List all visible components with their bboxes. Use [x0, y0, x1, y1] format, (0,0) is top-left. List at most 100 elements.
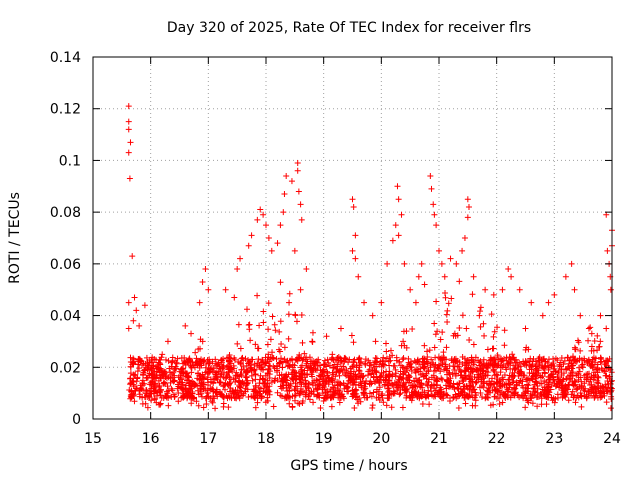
- data-point: [308, 371, 315, 378]
- data-point: [129, 253, 136, 260]
- data-point: [280, 209, 287, 216]
- data-point: [297, 374, 304, 381]
- data-point: [477, 304, 484, 311]
- data-point: [308, 388, 315, 395]
- data-point: [316, 382, 323, 389]
- data-point: [603, 372, 610, 379]
- data-point: [455, 404, 462, 411]
- data-point: [480, 320, 487, 327]
- data-point: [547, 379, 554, 386]
- data-point: [402, 383, 409, 390]
- data-point: [550, 360, 557, 367]
- data-point: [383, 355, 390, 362]
- data-point: [461, 368, 468, 375]
- data-point: [569, 362, 576, 369]
- data-point: [558, 371, 565, 378]
- data-point: [134, 368, 141, 375]
- data-point: [368, 393, 375, 400]
- data-point: [196, 376, 203, 383]
- data-point: [499, 382, 506, 389]
- data-point: [372, 369, 379, 376]
- data-point: [254, 292, 261, 299]
- data-point: [596, 343, 603, 350]
- data-point: [484, 387, 491, 394]
- data-point: [174, 355, 181, 362]
- data-point: [430, 393, 437, 400]
- data-point: [464, 196, 471, 203]
- data-point: [202, 266, 209, 273]
- data-point: [598, 365, 605, 372]
- data-point: [288, 178, 295, 185]
- data-point: [297, 201, 304, 208]
- data-point: [170, 378, 177, 385]
- data-point: [434, 328, 441, 335]
- data-point: [193, 398, 200, 405]
- data-point: [254, 345, 261, 352]
- data-point: [299, 339, 306, 346]
- data-point: [225, 382, 232, 389]
- data-point: [494, 388, 501, 395]
- data-point: [569, 388, 576, 395]
- data-point: [127, 395, 134, 402]
- data-point: [165, 402, 172, 409]
- data-point: [456, 324, 463, 331]
- data-point: [570, 353, 577, 360]
- data-point: [393, 357, 400, 364]
- data-point: [134, 361, 141, 368]
- data-point: [260, 308, 267, 315]
- data-point: [419, 355, 426, 362]
- data-point: [398, 211, 405, 218]
- data-point: [264, 341, 271, 348]
- data-point: [148, 390, 155, 397]
- data-point: [324, 356, 331, 363]
- data-point: [297, 388, 304, 395]
- data-point: [577, 347, 584, 354]
- data-point: [172, 363, 179, 370]
- data-point: [291, 397, 298, 404]
- data-point: [397, 362, 404, 369]
- data-point: [441, 366, 448, 373]
- data-point: [380, 354, 387, 361]
- data-point: [412, 299, 419, 306]
- data-point: [330, 388, 337, 395]
- data-point: [328, 403, 335, 410]
- data-point: [356, 367, 363, 374]
- data-point: [508, 273, 515, 280]
- data-point: [265, 351, 272, 358]
- data-point: [449, 371, 456, 378]
- data-point: [296, 400, 303, 407]
- data-point: [314, 385, 321, 392]
- data-point: [451, 366, 458, 373]
- y-tick-label: 0.12: [50, 102, 81, 118]
- data-point: [342, 356, 349, 363]
- data-point: [257, 206, 264, 213]
- data-point: [237, 345, 244, 352]
- data-point: [595, 385, 602, 392]
- data-point: [539, 312, 546, 319]
- data-point: [424, 348, 431, 355]
- data-point: [521, 361, 528, 368]
- data-point: [423, 381, 430, 388]
- data-point: [387, 347, 394, 354]
- data-point: [243, 374, 250, 381]
- data-point: [419, 401, 426, 408]
- data-point: [491, 328, 498, 335]
- x-axis-title: GPS time / hours: [290, 458, 407, 474]
- data-point: [453, 358, 460, 365]
- data-point: [383, 340, 390, 347]
- data-point: [443, 311, 450, 318]
- data-point: [158, 354, 165, 361]
- data-point: [334, 382, 341, 389]
- data-point: [526, 369, 533, 376]
- data-point: [232, 372, 239, 379]
- data-point: [556, 384, 563, 391]
- data-point: [454, 332, 461, 339]
- data-point: [416, 393, 423, 400]
- data-point: [431, 320, 438, 327]
- data-point: [378, 369, 385, 376]
- data-point: [199, 338, 206, 345]
- data-point: [408, 364, 415, 371]
- data-point: [559, 391, 566, 398]
- data-point: [560, 376, 567, 383]
